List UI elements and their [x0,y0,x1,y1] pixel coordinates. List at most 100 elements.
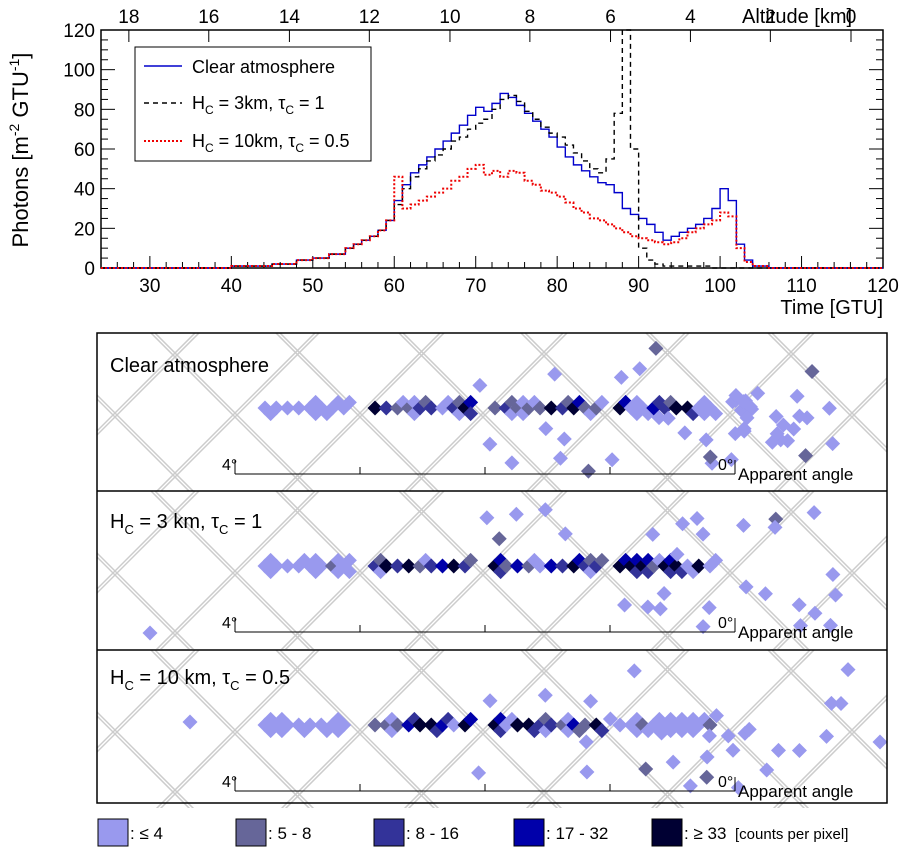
x-tick-label: 100 [704,276,736,297]
axis-ticks [100,29,884,269]
p2-mid: = 3 km, τ [134,511,219,533]
angle-axis-label: Apparent angle [738,782,853,801]
grid-line [525,491,687,649]
pixel [291,400,307,416]
pixel-map-content [97,333,887,491]
pixel [656,586,672,602]
p2-pre: H [110,511,124,533]
pixel [819,728,835,744]
pixel [268,400,284,416]
pixel [491,531,507,547]
pixel [792,408,808,424]
pixel [142,625,158,641]
y-axis-label: Photons [m-2 GTU-1] [6,53,33,248]
pixel [669,546,685,562]
grid-line [654,333,816,491]
p3-post: = 0.5 [240,667,291,689]
pixel [652,601,668,617]
color-label-4: : ≥ 33 [684,824,726,843]
pixel [463,711,479,727]
series-line-2 [101,163,883,269]
angle-tick-label-4: 4° [222,774,237,791]
grid-line [529,491,691,649]
x-tick-label: 70 [465,276,486,297]
pixel [543,558,559,574]
grid-line [97,650,197,750]
pixel [390,717,405,733]
pixel [695,619,711,635]
pixel [682,778,698,794]
grid-line [97,333,197,433]
top-tick-label: 14 [279,7,301,28]
pixel [556,431,572,447]
panel-title-10km: HC = 10 km, τC = 0.5 [110,667,290,693]
pixel [341,564,357,580]
pixel [580,463,596,479]
pixel [604,452,620,468]
grid-line [155,650,317,808]
grid-line [97,650,201,754]
l2-mid: = 3km, τ [214,93,286,113]
grid-line [776,538,887,649]
pixel [543,717,559,733]
pixel [699,769,715,785]
pixel [828,587,844,603]
grid-line [407,491,569,649]
color-swatch-3 [513,818,545,847]
legend-label-3km: HC = 3km, τC = 1 [192,93,325,117]
pixel [532,400,548,416]
pixel [463,406,479,422]
x-tick-label: 30 [139,276,160,297]
pixel [689,511,705,527]
pixel [791,743,807,759]
pixel [665,754,681,770]
pixel [701,728,717,744]
p3-mid: = 10 km, τ [134,667,230,689]
y-tick-label: 100 [63,61,95,82]
pixel [341,552,357,568]
grid-line [97,491,201,595]
pixel [632,361,648,377]
pixel [798,448,814,464]
pixel-map-content [97,491,887,649]
color-swatch-4 [651,818,683,847]
pixel [555,558,570,574]
color-label-1: : 5 - 8 [268,824,311,843]
pixel [807,605,823,621]
pixel [504,455,520,471]
angle-axis-label: Apparent angle [738,465,853,484]
pixel [806,505,822,521]
grid-line [650,333,812,491]
x-tick-label: 120 [867,276,899,297]
pixel [804,364,820,380]
l2-pre: H [192,93,205,113]
pixel [638,761,654,777]
pixel [378,400,394,416]
pixel [446,558,462,574]
panel-title-clear: Clear atmosphere [110,355,269,377]
pixel [645,526,661,542]
y-label-sup1: -2 [6,123,22,136]
pixel [543,400,559,416]
pixel-map-content [97,650,887,808]
l3-sub1: C [205,141,214,155]
x-tick-label: 80 [547,276,568,297]
pixel [617,597,633,613]
pixel [508,506,524,522]
pixel [768,408,784,424]
pixel [401,558,417,574]
pixel [423,558,439,574]
pixel [537,687,553,703]
top-tick-label: 2 [765,7,776,28]
pixel [720,728,736,744]
pixel-map-panel-3km: 4° 0° Apparent angle [97,491,887,649]
top-tick-label: 12 [359,7,380,28]
color-swatch-1 [235,818,267,847]
pixel [750,385,766,401]
p3-sub1: C [124,678,133,693]
pixel [708,552,724,568]
grid-line [155,491,317,649]
pixel [487,400,503,416]
pixel [482,436,498,452]
pixel [341,394,357,410]
